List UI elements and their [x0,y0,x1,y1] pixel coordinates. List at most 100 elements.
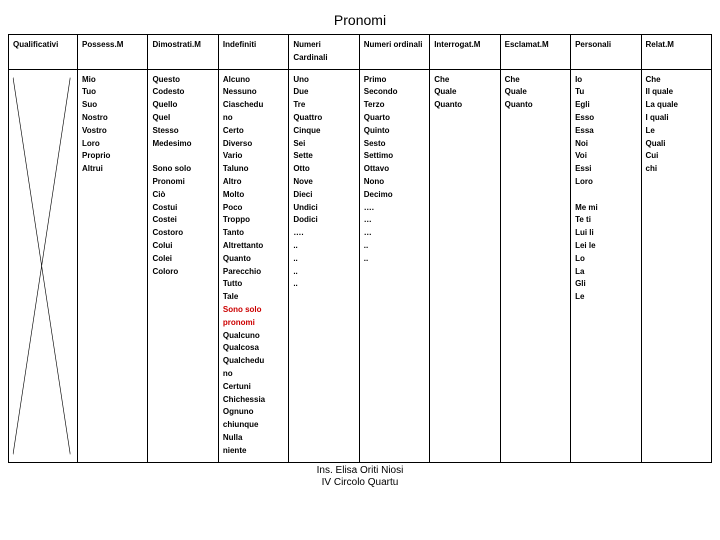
cell-value: Le [646,125,708,138]
cell-value: Costei [152,214,213,227]
cell-value: Quarto [364,112,425,125]
cell-value: Molto [223,189,284,202]
cell-value: Decimo [364,189,425,202]
cell-value: .. [293,278,354,291]
cell-value: Quale [434,86,495,99]
cell-value: La [575,266,636,279]
cell-value: Lei le [575,240,636,253]
cell-value: Quanto [505,99,566,112]
footer: Ins. Elisa Oriti Niosi IV Circolo Quartu [8,465,712,489]
cell-value: Poco [223,202,284,215]
cell-value: Pronomi [152,176,213,189]
cell-value: Egli [575,99,636,112]
cell-value: Quello [152,99,213,112]
cell-value: Me mi [575,202,636,215]
cell-value: Esso [575,112,636,125]
cell-value: Tale [223,291,284,304]
cell-value: Settimo [364,150,425,163]
cell-value: Quanto [223,253,284,266]
header-row: Qualificativi Possess.M Dimostrati.M Ind… [9,35,712,70]
cell-value: …. [364,202,425,215]
cell-value: Loro [82,138,143,151]
cell-indef: AlcunoNessunoCiaschedunoCertoDiversoVari… [218,69,288,462]
cell-value: Taluno [223,163,284,176]
cell-value: Cui [646,150,708,163]
cell-value: Tanto [223,227,284,240]
footer-line1: Ins. Elisa Oriti Niosi [317,465,404,476]
cell-cardinali: UnoDueTreQuattroCinqueSeiSetteOttoNoveDi… [289,69,359,462]
cell-value: Quanto [434,99,495,112]
cell-value: Questo [152,74,213,87]
cell-value: Che [505,74,566,87]
pronomi-table: Qualificativi Possess.M Dimostrati.M Ind… [8,34,712,463]
cell-value: Mio [82,74,143,87]
cell-value: Dodici [293,214,354,227]
cell-interrog: CheQualeQuanto [430,69,500,462]
cell-value: Sette [293,150,354,163]
col-header: Relat.M [641,35,712,70]
cell-qualificativi [9,69,78,462]
cell-value: Proprio [82,150,143,163]
cell-value: Codesto [152,86,213,99]
cell-value: Quali [646,138,708,151]
cell-value: Vostro [82,125,143,138]
cell-value: Lui li [575,227,636,240]
cell-value: Che [434,74,495,87]
cell-value: Nono [364,176,425,189]
cell-value: Uno [293,74,354,87]
cell-value: .. [364,240,425,253]
cell-value: Qualcosa [223,342,284,355]
cell-value: Le [575,291,636,304]
cell-value: Costoro [152,227,213,240]
col-header: Personali [571,35,641,70]
cell-value: Parecchio [223,266,284,279]
cell-value: no [223,368,284,381]
cell-value: Ciaschedu [223,99,284,112]
cell-ordinali: PrimoSecondoTerzoQuartoQuintoSestoSettim… [359,69,429,462]
cell-value: Essi [575,163,636,176]
cell-value: Ciò [152,189,213,202]
cell-dimostr: QuestoCodestoQuelloQuelStessoMedesimo So… [148,69,218,462]
cell-value: Medesimo [152,138,213,151]
cell-value: Alcuno [223,74,284,87]
cell-value: Coloro [152,266,213,279]
cell-value: chi [646,163,708,176]
cell-value: .. [364,253,425,266]
col-header: Indefiniti [218,35,288,70]
cell-value: Due [293,86,354,99]
cell-value: Dieci [293,189,354,202]
cell-esclam: CheQualeQuanto [500,69,570,462]
cell-value: Lo [575,253,636,266]
cell-value: Altrettanto [223,240,284,253]
cell-value: Primo [364,74,425,87]
cell-value: Che [646,74,708,87]
cell-value: Altro [223,176,284,189]
cell-value: Ognuno chiunque [223,406,284,432]
cell-value: Tu [575,86,636,99]
cell-value: Tuo [82,86,143,99]
cell-value: no [223,112,284,125]
col-header: Possess.M [78,35,148,70]
cell-value: .. [293,240,354,253]
cell-value: Certuni [223,381,284,394]
cell-value: … [364,214,425,227]
cell-value: Quinto [364,125,425,138]
page-title: Pronomi [8,12,712,28]
cell-value: I quali [646,112,708,125]
data-row: MioTuoSuoNostroVostroLoroProprioAltrui Q… [9,69,712,462]
cell-value: Suo [82,99,143,112]
cell-value: Costui [152,202,213,215]
cell-value: Terzo [364,99,425,112]
cell-value: Io [575,74,636,87]
cell-value: …. [293,227,354,240]
cross-out-icon [9,70,77,462]
col-header: Esclamat.M [500,35,570,70]
cell-value: .. [293,253,354,266]
cell-value: Quel [152,112,213,125]
cell-value: Colui [152,240,213,253]
col-header: Qualificativi [9,35,78,70]
cell-value: … [364,227,425,240]
cell-value: Tre [293,99,354,112]
cell-value: Secondo [364,86,425,99]
cell-value: Nessuno [223,86,284,99]
